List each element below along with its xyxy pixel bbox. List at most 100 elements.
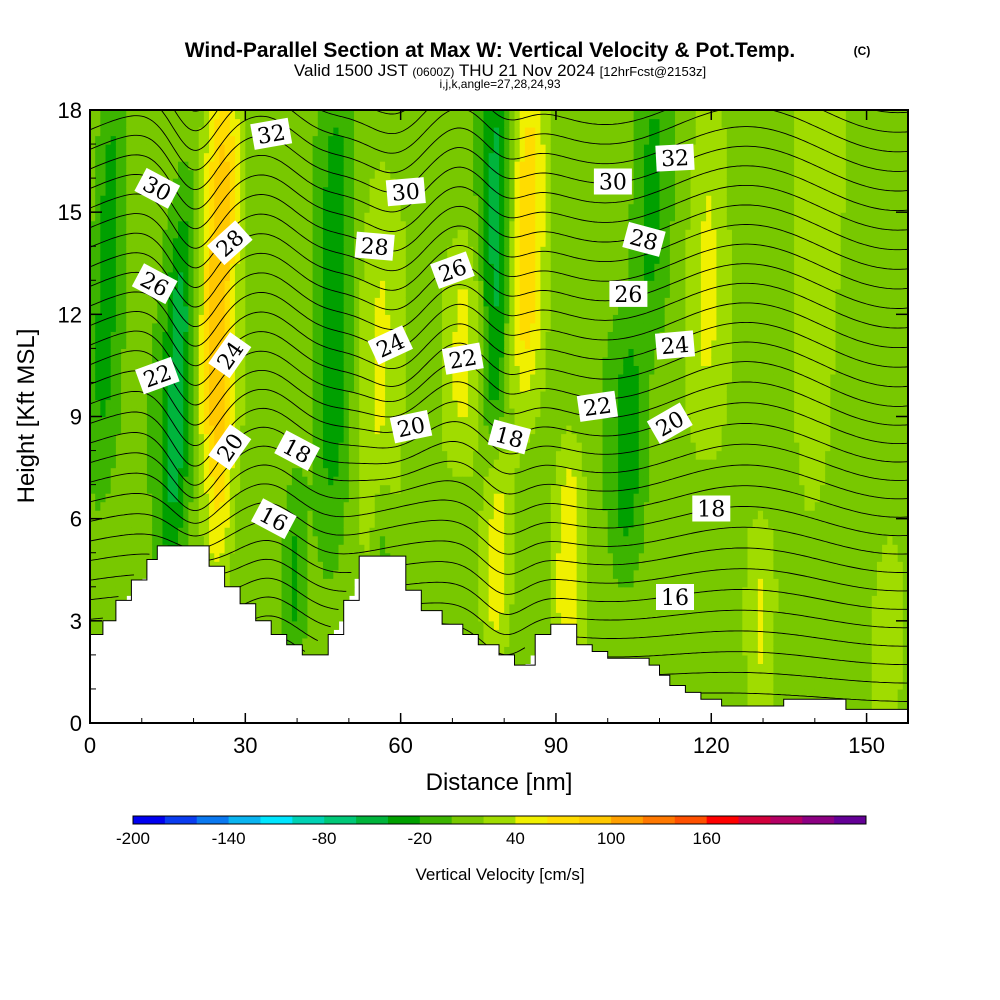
velocity-cell: [369, 135, 376, 145]
velocity-cell: [291, 237, 298, 247]
velocity-cell: [416, 518, 422, 528]
velocity-cell: [234, 288, 241, 298]
velocity-cell: [483, 110, 490, 120]
velocity-cell: [452, 425, 459, 435]
velocity-cell: [250, 390, 257, 401]
velocity-cell: [509, 501, 516, 511]
velocity-cell: [297, 203, 303, 213]
velocity-cell: [405, 510, 412, 520]
velocity-cell: [322, 178, 329, 188]
velocity-cell: [95, 348, 101, 358]
velocity-cell: [467, 314, 474, 324]
velocity-cell: [302, 144, 309, 154]
velocity-cell: [436, 254, 443, 264]
velocity-cell: [90, 246, 96, 256]
velocity-cell: [229, 212, 236, 222]
velocity-cell: [183, 203, 189, 213]
velocity-cell: [390, 484, 397, 494]
velocity-cell: [436, 595, 443, 605]
velocity-cell: [146, 527, 153, 537]
velocity-cell: [421, 322, 428, 332]
velocity-cell: [317, 254, 324, 264]
velocity-cell: [390, 305, 397, 315]
velocity-cell: [410, 322, 417, 332]
velocity-cell: [198, 118, 205, 128]
velocity-cell: [452, 169, 459, 179]
velocity-cell: [442, 365, 448, 375]
velocity-cell: [514, 152, 521, 162]
velocity-cell: [255, 450, 262, 460]
velocity-cell: [473, 561, 479, 571]
velocity-cell: [260, 544, 267, 554]
velocity-cell: [100, 314, 107, 324]
velocity-cell: [136, 288, 143, 298]
velocity-cell: [240, 407, 246, 418]
velocity-cell: [121, 535, 127, 545]
velocity-cell: [266, 161, 272, 171]
velocity-cell: [488, 373, 495, 384]
velocity-cell: [410, 254, 417, 264]
velocity-cell: [493, 544, 500, 554]
velocity-cell: [240, 476, 246, 486]
velocity-cell: [374, 212, 381, 222]
velocity-cell: [302, 544, 309, 554]
velocity-cell: [126, 399, 133, 409]
velocity-cell: [462, 535, 469, 545]
vertical-velocity-field: [90, 110, 908, 723]
velocity-cell: [162, 390, 169, 401]
velocity-cell: [436, 510, 443, 520]
velocity-cell: [136, 425, 143, 435]
velocity-cell: [131, 399, 138, 409]
velocity-cell: [364, 373, 371, 384]
velocity-cell: [514, 459, 521, 469]
velocity-cell: [473, 220, 479, 230]
velocity-cell: [152, 425, 158, 435]
velocity-cell: [178, 186, 184, 196]
velocity-cell: [214, 305, 221, 315]
velocity-cell: [364, 186, 371, 196]
velocity-cell: [462, 169, 469, 179]
velocity-cell: [245, 178, 252, 188]
velocity-cell: [234, 365, 241, 375]
velocity-cell: [359, 544, 365, 554]
velocity-cell: [462, 459, 469, 469]
velocity-cell: [359, 169, 365, 179]
velocity-cell: [188, 484, 195, 494]
velocity-cell: [328, 459, 334, 469]
velocity-cell: [240, 161, 246, 171]
velocity-cell: [276, 390, 283, 401]
velocity-cell: [126, 433, 133, 443]
velocity-cell: [322, 603, 329, 613]
velocity-cell: [141, 203, 148, 213]
velocity-cell: [354, 442, 360, 452]
velocity-cell: [126, 535, 133, 545]
velocity-cell: [312, 331, 319, 341]
velocity-cell: [400, 246, 407, 256]
velocity-cell: [183, 501, 189, 511]
velocity-cell: [514, 280, 521, 290]
velocity-cell: [457, 203, 464, 213]
velocity-cell: [317, 442, 324, 452]
velocity-cell: [183, 348, 189, 358]
velocity-cell: [286, 246, 293, 256]
velocity-cell: [473, 110, 479, 120]
velocity-cell: [95, 331, 101, 341]
velocity-cell: [255, 212, 262, 222]
velocity-cell: [395, 390, 402, 401]
velocity-cell: [359, 135, 365, 145]
velocity-cell: [188, 535, 195, 545]
velocity-cell: [193, 212, 200, 222]
velocity-cell: [488, 220, 495, 230]
velocity-cell: [234, 578, 241, 588]
velocity-cell: [271, 322, 277, 332]
velocity-cell: [219, 535, 226, 545]
velocity-cell: [105, 220, 112, 230]
velocity-cell: [255, 399, 262, 409]
velocity-cell: [369, 390, 376, 401]
velocity-cell: [499, 169, 505, 179]
velocity-cell: [224, 110, 231, 120]
velocity-cell: [260, 390, 267, 401]
velocity-cell: [250, 263, 257, 273]
velocity-cell: [348, 442, 355, 452]
velocity-cell: [509, 595, 516, 605]
